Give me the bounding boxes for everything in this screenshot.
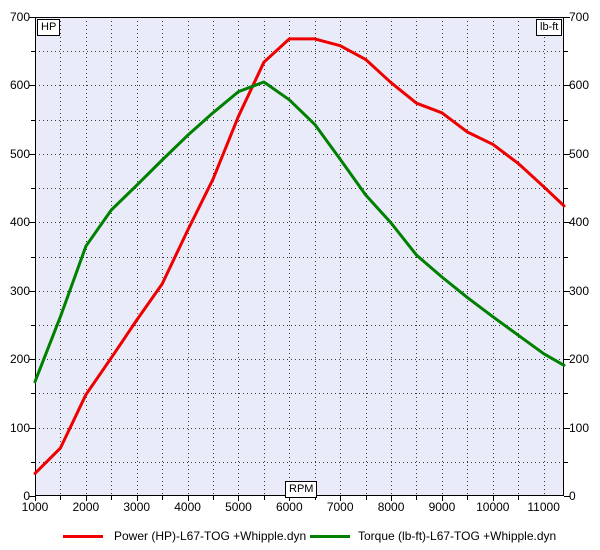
y-axis-tick-label-right: 400 bbox=[569, 215, 590, 230]
x-axis-tick-label: 4000 bbox=[174, 500, 201, 514]
power-legend-label: Power (HP)-L67-TOG +Whipple.dyn bbox=[114, 529, 307, 543]
x-axis-unit-label: RPM bbox=[289, 483, 314, 495]
y-axis-tick-label-right: 0 bbox=[569, 489, 576, 503]
x-axis-tick-label: 1000 bbox=[21, 500, 49, 514]
x-axis-tick-label: 5000 bbox=[225, 500, 252, 514]
torque-legend-label: Torque (lb-ft)-L67-TOG +Whipple.dyn bbox=[358, 529, 557, 543]
x-axis-tick-label: 2000 bbox=[72, 500, 100, 514]
y-axis-tick-label-right: 200 bbox=[569, 352, 590, 367]
plot-area bbox=[35, 17, 564, 496]
y-axis-tick-label-right: 600 bbox=[569, 78, 590, 93]
y-axis-tick-label-left: 0 bbox=[23, 489, 30, 503]
x-axis-tick-label: 6000 bbox=[275, 500, 303, 514]
x-axis-tick-label: 3000 bbox=[123, 500, 151, 514]
right-axis-unit-label: lb-ft bbox=[540, 21, 559, 33]
left-axis-unit-box: HP bbox=[37, 19, 61, 36]
y-axis-tick-label-left: 500 bbox=[9, 146, 30, 161]
right-axis-unit-box: lb-ft bbox=[536, 19, 563, 36]
y-axis-tick-label-right: 300 bbox=[569, 283, 590, 298]
y-axis-tick-label-right: 100 bbox=[569, 420, 590, 435]
y-axis-tick-label-left: 400 bbox=[9, 215, 30, 230]
y-axis-tick-label-left: 200 bbox=[9, 352, 30, 367]
y-axis-tick-label-left: 700 bbox=[9, 10, 30, 24]
x-axis-tick-label: 7000 bbox=[326, 500, 354, 514]
y-axis-tick-label-right: 700 bbox=[569, 10, 590, 24]
x-axis-tick-label: 8000 bbox=[377, 500, 405, 514]
x-axis-tick-label: 11000 bbox=[527, 500, 560, 514]
torque-curve bbox=[33, 80, 566, 384]
torque-legend-line bbox=[310, 535, 350, 538]
power-curve bbox=[33, 37, 566, 475]
x-axis-tick-label: 10000 bbox=[476, 500, 510, 514]
x-axis-unit-box: RPM bbox=[285, 481, 318, 498]
y-axis-tick-label-left: 600 bbox=[9, 78, 30, 93]
left-axis-unit-label: HP bbox=[41, 21, 57, 33]
legend: Power (HP)-L67-TOG +Whipple.dyn Torque (… bbox=[0, 527, 600, 547]
x-axis-tick-label: 9000 bbox=[428, 500, 456, 514]
y-axis-tick-label-left: 300 bbox=[9, 283, 30, 298]
power-legend-line bbox=[63, 535, 103, 538]
y-axis-tick-label-right: 500 bbox=[569, 146, 590, 161]
y-axis-tick-label-left: 100 bbox=[9, 420, 30, 435]
